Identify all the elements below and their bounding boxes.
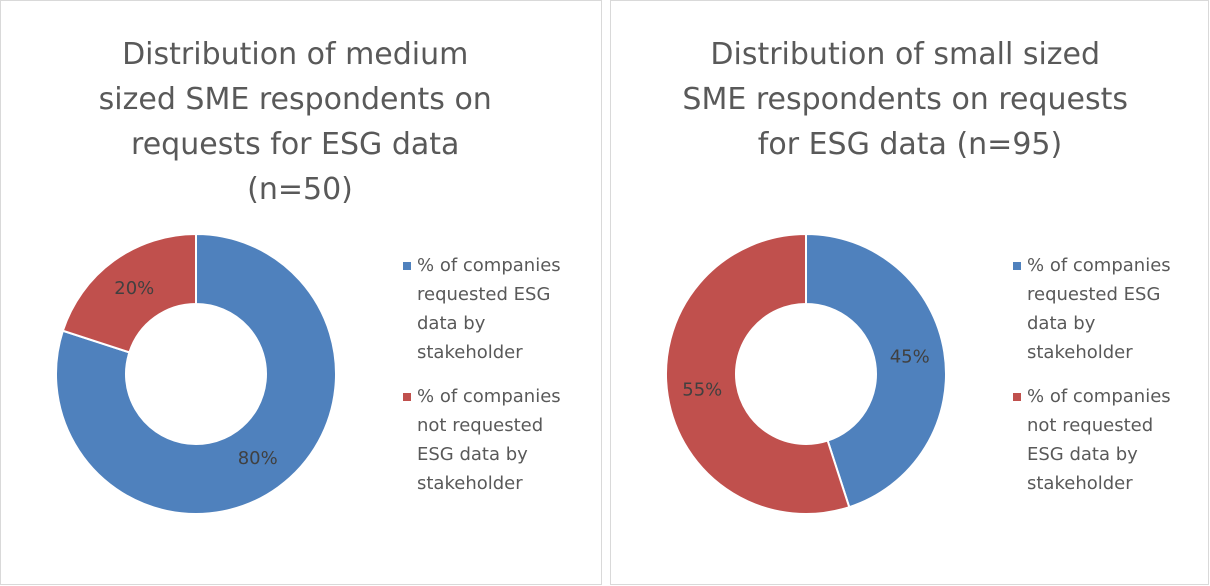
- donut-slice: [55, 232, 337, 515]
- legend-marker: [1013, 262, 1021, 270]
- data-label: 55%: [682, 379, 722, 400]
- legend-marker: [403, 262, 411, 270]
- chart-title: Distribution of small sized SME responde…: [682, 37, 1137, 162]
- donut-slice: [805, 232, 947, 509]
- chart-title: Distribution of medium sized SME respond…: [99, 37, 502, 207]
- legend-marker: [403, 393, 411, 401]
- legend-marker: [1013, 393, 1021, 401]
- data-label: 80%: [238, 448, 278, 469]
- donut-slice: [61, 232, 197, 354]
- data-label: 20%: [114, 278, 154, 299]
- donut-slice: [665, 232, 851, 515]
- data-label: 45%: [890, 347, 930, 368]
- legend-label: % of companies not requested ESG data by…: [417, 386, 566, 494]
- legend-label: % of companies requested ESG data by sta…: [417, 255, 566, 363]
- legend-label: % of companies not requested ESG data by…: [1027, 386, 1176, 494]
- legend-label: % of companies requested ESG data by sta…: [1027, 255, 1176, 363]
